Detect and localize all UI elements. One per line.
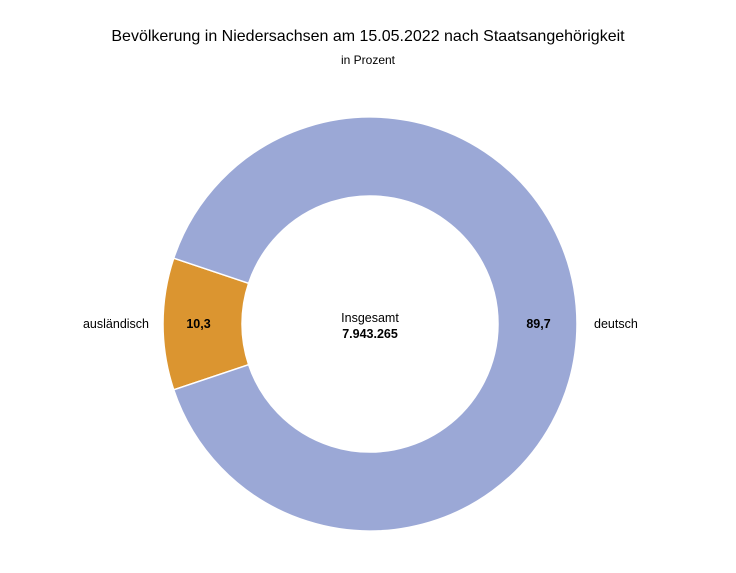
value-label-deutsch: 89,7 xyxy=(526,317,550,331)
value-label-auslaendisch: 10,3 xyxy=(186,317,210,331)
label-group: 10,3 ausländisch 89,7 deutsch xyxy=(83,317,638,331)
category-label-auslaendisch: ausländisch xyxy=(83,317,149,331)
center-label: Insgesamt xyxy=(341,311,399,325)
chart-subtitle: in Prozent xyxy=(340,53,396,67)
chart-title: Bevölkerung in Niedersachsen am 15.05.20… xyxy=(111,28,625,45)
slice-group xyxy=(162,116,578,532)
center-value: 7.943.265 xyxy=(342,327,398,341)
slice-deutsch xyxy=(172,116,578,532)
category-label-deutsch: deutsch xyxy=(594,317,638,331)
